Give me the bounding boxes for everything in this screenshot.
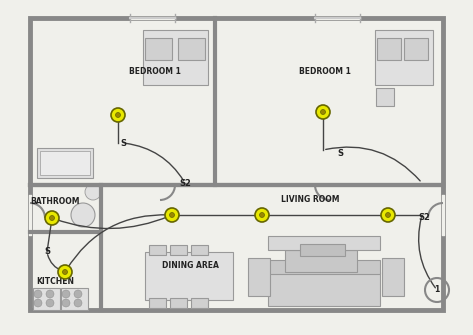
Circle shape bbox=[111, 108, 125, 122]
Bar bbox=[191, 245, 208, 255]
Bar bbox=[268, 236, 380, 250]
Bar bbox=[170, 298, 187, 308]
Circle shape bbox=[58, 265, 72, 279]
Text: S: S bbox=[44, 248, 50, 257]
Bar bbox=[376, 88, 394, 106]
Bar bbox=[404, 38, 428, 60]
Text: LIVING ROOM: LIVING ROOM bbox=[281, 196, 339, 204]
Bar bbox=[248, 258, 270, 296]
Bar bbox=[145, 38, 172, 60]
Circle shape bbox=[260, 212, 264, 217]
Bar bbox=[268, 272, 380, 306]
Circle shape bbox=[316, 105, 330, 119]
Text: KITCHEN: KITCHEN bbox=[36, 277, 74, 286]
Bar bbox=[285, 250, 357, 272]
Bar bbox=[40, 151, 90, 175]
Text: S2: S2 bbox=[418, 213, 430, 222]
Circle shape bbox=[74, 299, 82, 307]
Bar bbox=[145, 252, 233, 300]
Circle shape bbox=[321, 110, 325, 115]
Bar bbox=[143, 30, 208, 85]
Text: BEDROOM 1: BEDROOM 1 bbox=[129, 67, 181, 76]
Bar bbox=[300, 244, 345, 256]
Bar bbox=[149, 298, 166, 308]
Circle shape bbox=[62, 299, 70, 307]
Circle shape bbox=[50, 215, 54, 220]
Circle shape bbox=[45, 211, 59, 225]
Text: S: S bbox=[120, 138, 126, 147]
Bar bbox=[33, 288, 60, 310]
Circle shape bbox=[34, 290, 42, 298]
Bar bbox=[170, 245, 187, 255]
Circle shape bbox=[165, 208, 179, 222]
Circle shape bbox=[46, 299, 54, 307]
Bar bbox=[382, 258, 404, 296]
Bar bbox=[30, 18, 443, 310]
Bar bbox=[268, 260, 380, 274]
Circle shape bbox=[46, 290, 54, 298]
Circle shape bbox=[62, 290, 70, 298]
Circle shape bbox=[115, 113, 121, 118]
Circle shape bbox=[381, 208, 395, 222]
Circle shape bbox=[169, 212, 175, 217]
Circle shape bbox=[74, 290, 82, 298]
Circle shape bbox=[385, 212, 390, 217]
Bar bbox=[191, 298, 208, 308]
Text: BEDROOM 1: BEDROOM 1 bbox=[299, 67, 351, 76]
Circle shape bbox=[71, 203, 95, 227]
Bar bbox=[375, 30, 433, 85]
Text: S: S bbox=[337, 148, 343, 157]
Text: DINING AREA: DINING AREA bbox=[162, 261, 219, 269]
Bar bbox=[178, 38, 205, 60]
Bar bbox=[377, 38, 401, 60]
Circle shape bbox=[85, 184, 101, 200]
Bar bbox=[61, 288, 88, 310]
Circle shape bbox=[62, 270, 68, 274]
Circle shape bbox=[255, 208, 269, 222]
Text: BATHROOM: BATHROOM bbox=[30, 198, 80, 206]
Text: S2: S2 bbox=[179, 179, 191, 188]
Bar bbox=[149, 245, 166, 255]
Text: 1: 1 bbox=[434, 285, 439, 294]
Bar bbox=[37, 148, 93, 178]
Circle shape bbox=[34, 299, 42, 307]
